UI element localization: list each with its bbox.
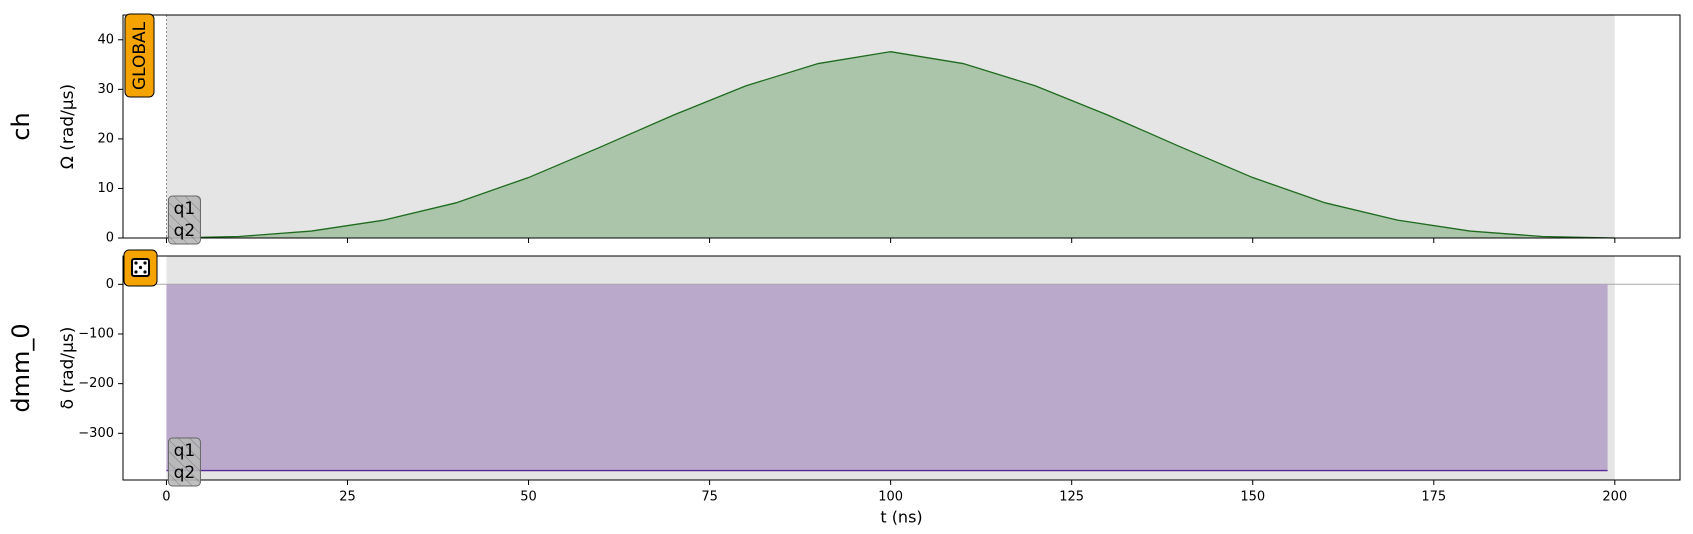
target-label: q1	[174, 199, 196, 219]
axes-frame	[122, 14, 1681, 239]
y-tick-label: −200	[78, 376, 114, 391]
y-tick-label: 30	[97, 82, 114, 97]
area-fill	[166, 51, 1615, 238]
y-tick-label: −300	[78, 426, 114, 441]
x-tick-label: 100	[878, 490, 903, 505]
x-tick-label: 200	[1602, 490, 1627, 505]
x-tick-label: 0	[162, 490, 170, 505]
y-tick-label: −100	[78, 326, 114, 341]
target-box	[167, 437, 201, 487]
y-tick-label: 0	[106, 231, 114, 246]
target-box	[167, 195, 201, 245]
x-tick-label: 125	[1059, 490, 1084, 505]
target-label: q2	[174, 221, 196, 241]
dice-pip	[134, 270, 138, 274]
dice-pip	[143, 261, 147, 265]
dice-pip	[134, 261, 138, 265]
y-tick-label: 10	[97, 181, 114, 196]
target-label: q1	[174, 441, 196, 461]
series-line	[166, 51, 1615, 239]
channel-label: ch	[7, 112, 35, 140]
x-tick-label: 175	[1421, 490, 1446, 505]
y-tick-label: 20	[97, 131, 114, 146]
dice-pip	[143, 270, 147, 274]
dice-pip	[138, 265, 143, 270]
target-label: q2	[174, 463, 196, 483]
x-tick-label: 150	[1240, 490, 1265, 505]
area-fill	[166, 284, 1608, 471]
axes-frame	[122, 255, 1681, 481]
y-axis-label: δ (rad/µs)	[58, 327, 78, 410]
x-axis-label: t (ns)	[880, 508, 922, 527]
channel-label: dmm_0	[7, 323, 35, 412]
y-tick-label: 40	[97, 32, 114, 47]
badge-label: GLOBAL	[130, 21, 150, 90]
x-tick-label: 25	[339, 490, 356, 505]
x-tick-label: 75	[701, 490, 718, 505]
y-tick-label: 0	[106, 277, 114, 292]
y-axis-label: Ω (rad/µs)	[58, 84, 78, 169]
badge	[124, 13, 155, 98]
x-tick-label: 50	[520, 490, 537, 505]
